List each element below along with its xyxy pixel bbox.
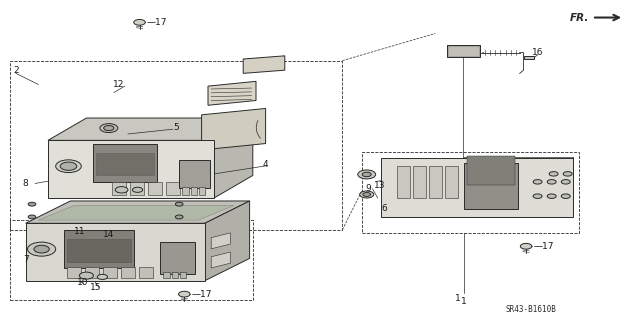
Bar <box>93 144 157 182</box>
Bar <box>85 267 99 278</box>
Circle shape <box>79 272 93 279</box>
Circle shape <box>104 125 114 131</box>
Bar <box>524 56 534 59</box>
Bar <box>172 272 178 278</box>
Circle shape <box>179 291 190 297</box>
Bar <box>445 166 458 198</box>
Circle shape <box>547 180 556 184</box>
Bar <box>10 220 253 300</box>
Text: —17: —17 <box>147 18 167 27</box>
Circle shape <box>56 160 81 173</box>
Text: 2: 2 <box>13 66 19 75</box>
Polygon shape <box>211 252 230 268</box>
Circle shape <box>60 162 77 170</box>
Bar <box>166 182 180 195</box>
Circle shape <box>97 274 108 279</box>
Text: 13: 13 <box>374 181 385 189</box>
Circle shape <box>34 245 49 253</box>
Circle shape <box>175 202 183 206</box>
Circle shape <box>28 202 36 206</box>
Text: 6: 6 <box>381 204 387 213</box>
Circle shape <box>28 242 56 256</box>
Circle shape <box>363 193 371 197</box>
Text: 1: 1 <box>455 294 460 303</box>
Bar <box>130 182 144 195</box>
Bar <box>64 230 134 268</box>
Circle shape <box>561 180 570 184</box>
Polygon shape <box>202 108 266 150</box>
Bar <box>96 153 154 175</box>
Circle shape <box>360 191 374 198</box>
Text: 9: 9 <box>365 184 371 193</box>
Circle shape <box>533 180 542 184</box>
Circle shape <box>100 123 118 133</box>
Bar <box>112 182 126 195</box>
Bar <box>160 242 195 274</box>
Bar <box>182 187 189 195</box>
Text: 14: 14 <box>103 230 115 239</box>
Bar <box>139 267 153 278</box>
Bar <box>10 61 342 230</box>
Bar <box>67 239 131 262</box>
Bar <box>199 187 205 195</box>
Bar <box>103 267 117 278</box>
Circle shape <box>132 187 143 192</box>
Polygon shape <box>205 201 250 281</box>
Polygon shape <box>211 233 230 249</box>
Circle shape <box>520 243 532 249</box>
Bar <box>448 46 479 56</box>
Circle shape <box>358 170 376 179</box>
Text: 10: 10 <box>77 278 89 287</box>
Circle shape <box>563 172 572 176</box>
Text: SR43-B1610B: SR43-B1610B <box>506 305 557 314</box>
Circle shape <box>533 194 542 198</box>
Circle shape <box>561 194 570 198</box>
Text: FR.: FR. <box>570 12 589 23</box>
Circle shape <box>175 215 183 219</box>
Bar <box>464 163 518 209</box>
Text: 8: 8 <box>23 179 28 188</box>
Bar <box>381 158 573 217</box>
Bar <box>121 267 135 278</box>
Text: 15: 15 <box>90 283 102 292</box>
Circle shape <box>362 172 371 177</box>
Polygon shape <box>48 140 214 198</box>
Bar <box>148 182 162 195</box>
Text: 12: 12 <box>113 80 124 89</box>
Bar <box>397 166 410 198</box>
Polygon shape <box>38 205 234 220</box>
Polygon shape <box>243 56 285 73</box>
Bar <box>447 45 480 57</box>
Polygon shape <box>208 81 256 105</box>
Bar <box>179 160 210 188</box>
Circle shape <box>547 194 556 198</box>
Bar <box>413 166 426 198</box>
Text: 11: 11 <box>74 227 86 236</box>
Text: 4: 4 <box>263 160 268 169</box>
Bar <box>362 152 579 233</box>
Text: —17: —17 <box>191 290 212 299</box>
Circle shape <box>549 172 558 176</box>
Text: 5: 5 <box>173 123 179 132</box>
Bar <box>429 166 442 198</box>
Polygon shape <box>214 118 253 198</box>
Text: 1: 1 <box>461 297 467 306</box>
Bar <box>163 272 170 278</box>
Text: 16: 16 <box>532 48 543 57</box>
Bar <box>467 156 515 185</box>
Polygon shape <box>48 118 253 140</box>
Circle shape <box>28 215 36 219</box>
Bar <box>191 187 197 195</box>
Text: —17: —17 <box>534 242 554 251</box>
Polygon shape <box>26 201 250 223</box>
Polygon shape <box>26 223 205 281</box>
Circle shape <box>134 19 145 25</box>
Bar <box>180 272 186 278</box>
Bar <box>67 267 81 278</box>
Circle shape <box>115 187 128 193</box>
Text: 7: 7 <box>23 256 28 264</box>
